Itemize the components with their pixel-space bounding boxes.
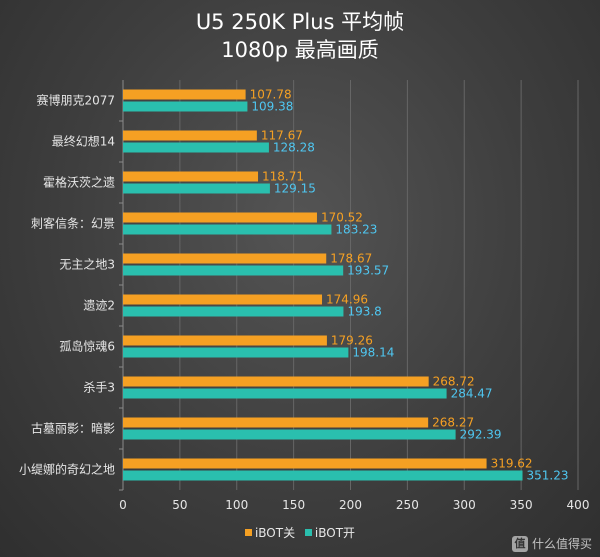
data-label-ibot-on: 193.8 <box>347 305 381 319</box>
category-label: 杀手3 <box>83 380 115 395</box>
data-label-ibot-off: 107.78 <box>250 88 292 102</box>
bar-ibot-off <box>123 376 429 387</box>
data-label-ibot-off: 174.96 <box>326 293 368 307</box>
bar-ibot-on <box>123 183 270 194</box>
legend-swatch-ibot-on <box>304 529 312 536</box>
data-label-ibot-off: 319.62 <box>491 457 533 471</box>
data-label-ibot-off: 268.27 <box>432 416 474 430</box>
bar-ibot-on <box>123 306 344 317</box>
legend-item-ibot-on: iBOT开 <box>304 525 356 541</box>
x-tick-label: 250 <box>396 498 419 512</box>
x-tick-label: 150 <box>282 498 305 512</box>
data-label-ibot-on: 109.38 <box>251 100 293 114</box>
category-label: 最终幻想14 <box>52 134 115 149</box>
data-label-ibot-on: 198.14 <box>352 346 394 360</box>
category-label: 无主之地3 <box>59 258 115 272</box>
x-tick-label: 100 <box>225 498 248 512</box>
data-label-ibot-off: 179.26 <box>331 334 373 348</box>
category-label: 古墓丽影：暗影 <box>31 421 115 436</box>
category-label: 赛博朋克2077 <box>36 93 115 108</box>
watermark-text: 什么值得买 <box>531 536 592 551</box>
category-label: 小缇娜的奇幻之地 <box>19 462 115 477</box>
x-tick-label: 0 <box>119 498 127 512</box>
data-label-ibot-on: 129.15 <box>274 182 316 196</box>
legend-item-ibot-off: iBOT关 <box>244 525 296 541</box>
bar-ibot-off <box>123 253 327 264</box>
bar-ibot-on <box>123 142 269 153</box>
x-tick-label: 200 <box>339 498 362 512</box>
chart-legend: iBOT关 iBOT开 <box>0 525 600 541</box>
bar-ibot-on <box>123 388 447 399</box>
bar-ibot-off <box>123 458 487 469</box>
category-label: 霍格沃茨之遗 <box>43 175 115 190</box>
x-tick-label: 50 <box>172 498 187 512</box>
legend-swatch-ibot-off <box>244 529 252 536</box>
bar-ibot-on <box>123 347 349 358</box>
category-label: 遗迹2 <box>83 299 115 313</box>
data-label-ibot-off: 178.67 <box>330 252 372 266</box>
chart-subtitle: 1080p 最高画质 <box>221 38 379 62</box>
bar-ibot-on <box>123 265 344 276</box>
bar-ibot-on <box>123 429 456 440</box>
data-label-ibot-on: 351.23 <box>527 469 569 483</box>
data-label-ibot-on: 193.57 <box>347 264 389 278</box>
category-label: 孤岛惊魂6 <box>59 339 115 354</box>
x-tick-label: 350 <box>510 498 533 512</box>
chart-title: U5 250K Plus 平均帧 <box>195 10 405 34</box>
data-label-ibot-off: 268.72 <box>433 375 475 389</box>
watermark-logo-icon: 值 <box>511 536 528 552</box>
x-tick-label: 300 <box>453 498 476 512</box>
bar-ibot-on <box>123 101 248 112</box>
bar-ibot-off <box>123 171 259 182</box>
data-label-ibot-off: 118.71 <box>262 170 304 184</box>
category-label: 刺客信条：幻景 <box>31 216 115 231</box>
bar-ibot-off <box>123 130 257 141</box>
bar-ibot-off <box>123 294 323 305</box>
data-label-ibot-on: 284.47 <box>451 387 493 401</box>
bar-ibot-off <box>123 417 429 428</box>
watermark: 值什么值得买 <box>511 536 592 552</box>
bar-ibot-on <box>123 224 332 235</box>
x-tick-label: 400 <box>567 498 590 512</box>
data-label-ibot-off: 117.67 <box>261 129 303 143</box>
data-label-ibot-on: 183.23 <box>335 223 377 237</box>
data-label-ibot-on: 292.39 <box>460 428 502 442</box>
legend-label-ibot-on: iBOT开 <box>314 526 356 540</box>
bar-ibot-on <box>123 470 523 481</box>
bar-ibot-off <box>123 335 327 346</box>
bar-ibot-off <box>123 212 317 223</box>
legend-label-ibot-off: iBOT关 <box>254 526 296 540</box>
data-label-ibot-on: 128.28 <box>273 141 315 155</box>
bar-ibot-off <box>123 89 246 100</box>
data-label-ibot-off: 170.52 <box>321 211 363 225</box>
